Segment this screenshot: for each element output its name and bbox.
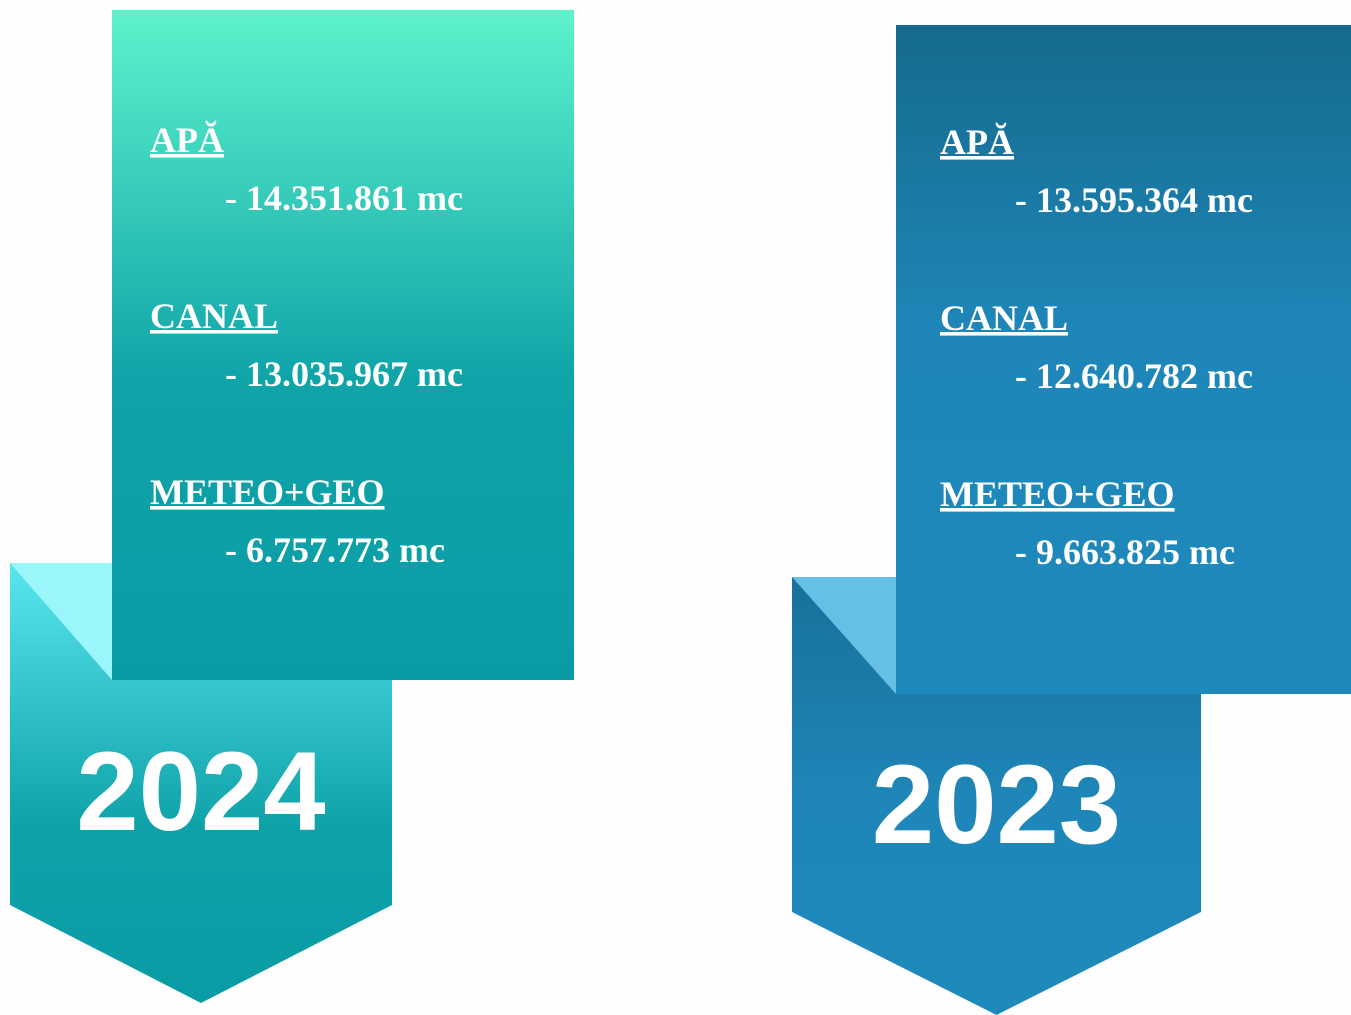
card: [112, 10, 574, 680]
item-value: - 13.035.967 mc: [225, 354, 463, 394]
item-label: APĂ: [150, 120, 224, 160]
item-value: - 13.595.364 mc: [1015, 180, 1253, 220]
year: 2023: [872, 742, 1121, 867]
item-label: CANAL: [940, 298, 1068, 338]
item-label: CANAL: [150, 296, 278, 336]
card: [896, 25, 1351, 694]
item-value: - 12.640.782 mc: [1015, 356, 1253, 396]
fold: [792, 577, 896, 694]
item-label: METEO+GEO: [150, 472, 385, 512]
item-label: METEO+GEO: [940, 474, 1175, 514]
year: 2024: [76, 729, 325, 854]
item-value: - 9.663.825 mc: [1015, 532, 1235, 572]
item-label: APĂ: [940, 122, 1014, 162]
item-value: - 14.351.861 mc: [225, 178, 463, 218]
fold: [10, 563, 112, 680]
item-value: - 6.757.773 mc: [225, 530, 445, 570]
